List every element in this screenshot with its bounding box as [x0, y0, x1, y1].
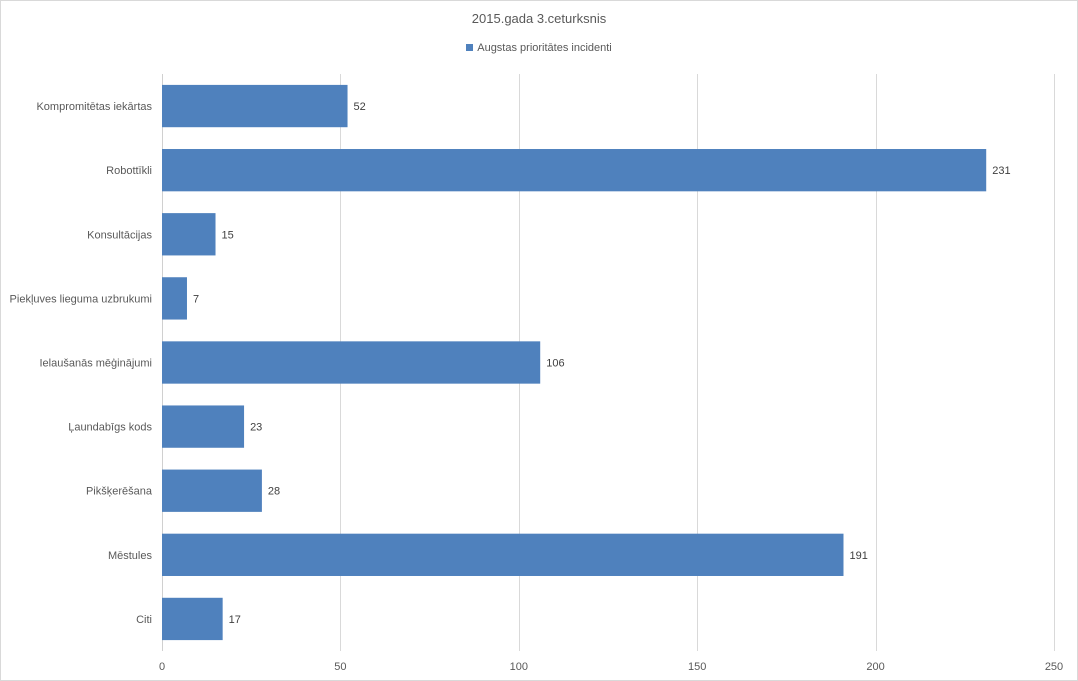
category-label-4: Piekļuves lieguma uzbrukumi — [10, 293, 152, 305]
value-axis: 0 50 100 150 200 250 — [159, 661, 1063, 673]
chart-title: 2015.gada 3.ceturksnis — [471, 11, 607, 26]
bars — [162, 84, 987, 641]
bar-3 — [162, 213, 216, 256]
bar-8 — [162, 533, 844, 576]
bar-6 — [162, 405, 245, 448]
data-label-2: 231 — [992, 165, 1010, 177]
category-label-7: Pikšķerēšana — [86, 486, 153, 498]
category-label-5: Ielaušanās mēģinājumi — [39, 357, 152, 370]
category-label-8: Mēstules — [108, 550, 153, 562]
tick-label-250: 250 — [1045, 661, 1063, 673]
bar-4 — [162, 277, 187, 320]
category-label-3: Konsultācijas — [87, 229, 152, 241]
data-label-1: 52 — [354, 101, 366, 113]
data-label-4: 7 — [193, 293, 199, 305]
category-label-1: Kompromitētas iekārtas — [36, 101, 152, 113]
category-label-2: Robottīkli — [106, 165, 152, 177]
tick-label-50: 50 — [334, 661, 346, 673]
tick-label-100: 100 — [510, 661, 528, 673]
bar-5 — [162, 341, 541, 384]
data-label-6: 23 — [250, 422, 262, 434]
tick-label-0: 0 — [159, 661, 165, 673]
bar-1 — [162, 84, 348, 128]
data-label-5: 106 — [546, 358, 564, 370]
bar-7 — [162, 469, 262, 512]
tick-label-200: 200 — [866, 661, 884, 673]
bar-2 — [162, 149, 987, 192]
bar-9 — [162, 597, 223, 641]
category-label-9: Citi — [136, 614, 152, 626]
data-label-3: 15 — [222, 229, 234, 241]
data-labels: 52 231 15 7 106 23 28 191 17 — [193, 101, 1011, 626]
data-label-9: 17 — [229, 614, 241, 626]
legend-swatch — [466, 44, 474, 51]
data-label-8: 191 — [849, 550, 867, 562]
data-label-7: 28 — [268, 486, 280, 498]
category-axis: Kompromitētas iekārtas Robottīkli Konsultā… — [10, 101, 153, 626]
legend-label: Augstas prioritātes incidenti — [477, 42, 612, 54]
category-label-6: Ļaundabīgs kods — [68, 422, 152, 434]
tick-label-150: 150 — [688, 661, 706, 673]
legend: Augstas prioritātes incidenti — [1, 42, 1077, 54]
